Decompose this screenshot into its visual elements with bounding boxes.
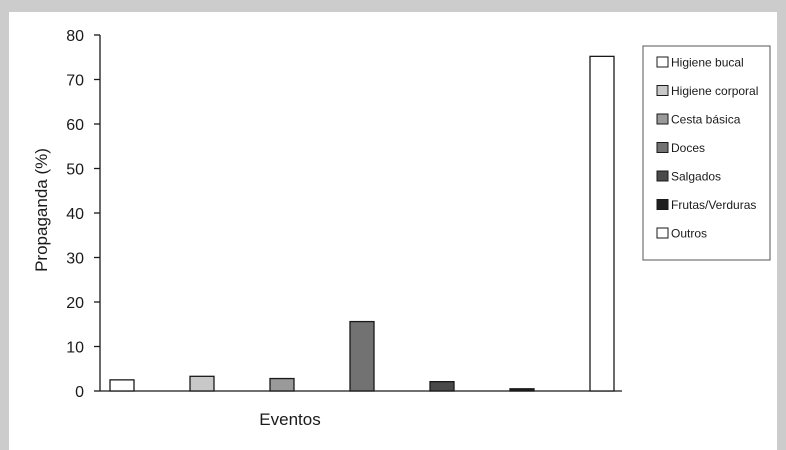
bar [109, 379, 135, 392]
legend-swatch [656, 113, 669, 125]
legend-swatch [656, 227, 669, 239]
bars [109, 55, 615, 392]
legend: Higiene bucal Higiene corporal Cesta básic… [642, 45, 771, 261]
y-axis: 0 10 20 30 40 50 60 70 80 [66, 28, 622, 401]
legend-swatch [656, 85, 669, 96]
bar [269, 377, 295, 392]
y-tick-label: 10 [66, 340, 84, 357]
y-tick-label: 50 [66, 162, 84, 179]
legend-entry-label: Higiene corporal [671, 84, 758, 98]
legend-entry-label: Outros [671, 227, 707, 241]
legend-entry-label: Salgados [671, 170, 721, 184]
bar [349, 320, 375, 392]
legend-swatch [656, 199, 669, 210]
y-tick-label: 60 [66, 117, 84, 134]
y-tick-label: 40 [66, 206, 84, 223]
legend-entry-label: Cesta básica [671, 113, 741, 127]
y-axis-title: Propaganda (%) [32, 148, 51, 272]
y-tick-label: 70 [66, 73, 84, 90]
legend-swatch [656, 142, 669, 153]
legend-entry-label: Doces [671, 141, 705, 155]
y-tick-label: 80 [66, 28, 84, 45]
legend-entry-label: Frutas/Verduras [671, 198, 756, 212]
y-tick-label: 30 [66, 251, 84, 268]
y-tick-label: 0 [75, 384, 84, 401]
bar [509, 388, 535, 392]
x-axis-title: Eventos [259, 410, 320, 429]
bar [589, 55, 615, 392]
bar [429, 381, 455, 392]
legend-entry-label: Higiene bucal [671, 56, 744, 70]
legend-swatch [656, 170, 669, 182]
legend-swatch [656, 56, 669, 68]
y-tick-label: 20 [66, 295, 84, 312]
bar [189, 375, 215, 392]
